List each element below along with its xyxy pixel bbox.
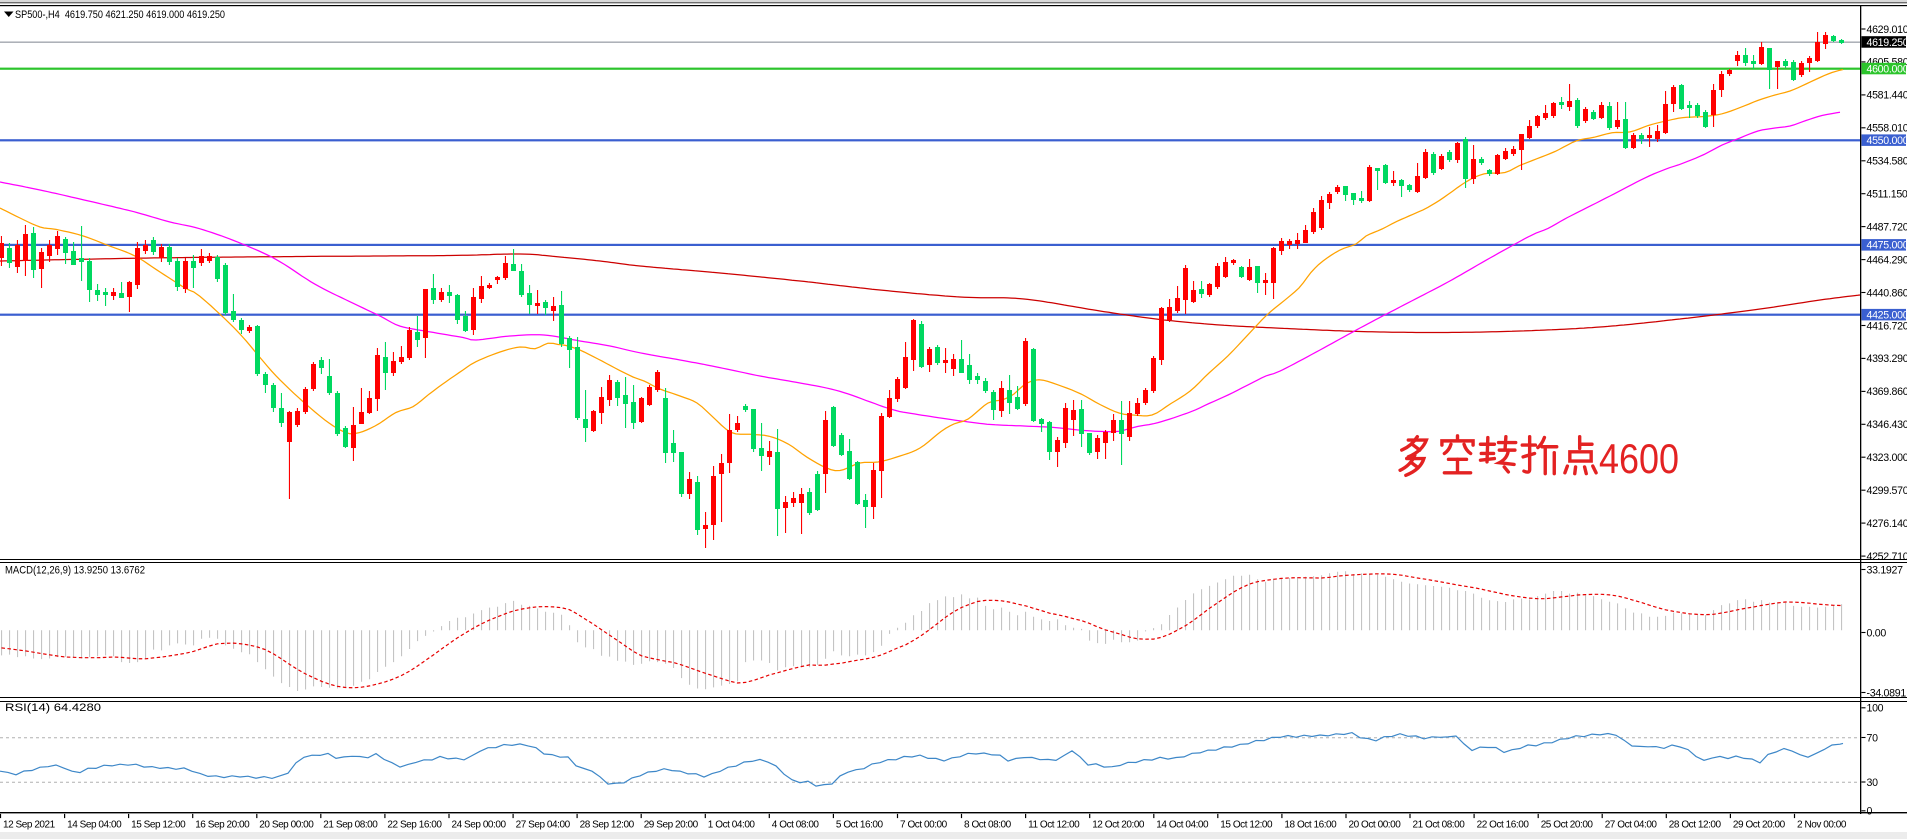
svg-text:-34.0891: -34.0891 <box>1867 687 1907 699</box>
svg-text:4276.140: 4276.140 <box>1867 518 1907 530</box>
svg-text:4299.570: 4299.570 <box>1867 485 1907 497</box>
svg-text:14 Sep 04:00: 14 Sep 04:00 <box>67 820 122 831</box>
svg-text:28 Sep 12:00: 28 Sep 12:00 <box>580 820 635 831</box>
svg-text:15 Oct 12:00: 15 Oct 12:00 <box>1220 820 1273 831</box>
svg-text:SP500-,H4 4619.750 4621.250 4: SP500-,H4 4619.750 4621.250 4619.000 461… <box>15 9 225 21</box>
svg-text:4511.150: 4511.150 <box>1867 189 1907 201</box>
svg-text:22 Sep 16:00: 22 Sep 16:00 <box>387 820 442 831</box>
svg-text:4393.290: 4393.290 <box>1867 353 1907 365</box>
svg-text:4416.720: 4416.720 <box>1867 320 1907 332</box>
svg-text:18 Oct 16:00: 18 Oct 16:00 <box>1284 820 1337 831</box>
svg-text:4464.290: 4464.290 <box>1867 254 1907 266</box>
svg-text:4581.440: 4581.440 <box>1867 90 1907 102</box>
svg-text:RSI(14) 64.4280: RSI(14) 64.4280 <box>5 702 101 714</box>
svg-text:5 Oct 16:00: 5 Oct 16:00 <box>836 820 884 831</box>
svg-text:4534.580: 4534.580 <box>1867 156 1907 168</box>
svg-text:7 Oct 00:00: 7 Oct 00:00 <box>900 820 948 831</box>
svg-text:4475.000: 4475.000 <box>1867 240 1907 252</box>
svg-text:0: 0 <box>1867 806 1873 818</box>
svg-text:20 Sep 00:00: 20 Sep 00:00 <box>259 820 314 831</box>
svg-text:16 Sep 20:00: 16 Sep 20:00 <box>195 820 250 831</box>
svg-text:4600.000: 4600.000 <box>1867 63 1907 75</box>
svg-text:21 Oct 08:00: 21 Oct 08:00 <box>1413 820 1466 831</box>
svg-text:MACD(12,26,9) 13.9250 13.6762: MACD(12,26,9) 13.9250 13.6762 <box>5 565 145 577</box>
svg-text:4600: 4600 <box>1599 435 1679 482</box>
svg-text:28 Oct 12:00: 28 Oct 12:00 <box>1669 820 1722 831</box>
svg-text:27 Oct 04:00: 27 Oct 04:00 <box>1605 820 1658 831</box>
svg-text:12 Oct 20:00: 12 Oct 20:00 <box>1092 820 1145 831</box>
svg-text:4550.000: 4550.000 <box>1867 135 1907 147</box>
svg-text:4619.250: 4619.250 <box>1867 37 1907 49</box>
svg-text:11 Oct 12:00: 11 Oct 12:00 <box>1028 820 1080 831</box>
svg-text:22 Oct 16:00: 22 Oct 16:00 <box>1477 820 1530 831</box>
svg-text:14 Oct 04:00: 14 Oct 04:00 <box>1156 820 1209 831</box>
svg-text:70: 70 <box>1867 732 1879 744</box>
svg-text:30: 30 <box>1867 777 1879 789</box>
svg-text:1 Oct 04:00: 1 Oct 04:00 <box>708 820 756 831</box>
svg-text:4 Oct 08:00: 4 Oct 08:00 <box>772 820 820 831</box>
svg-text:21 Sep 08:00: 21 Sep 08:00 <box>323 820 378 831</box>
svg-text:4558.010: 4558.010 <box>1867 123 1907 135</box>
svg-text:29 Sep 20:00: 29 Sep 20:00 <box>644 820 699 831</box>
svg-text:4369.860: 4369.860 <box>1867 386 1907 398</box>
svg-text:20 Oct 00:00: 20 Oct 00:00 <box>1349 820 1402 831</box>
svg-text:2 Nov 00:00: 2 Nov 00:00 <box>1797 820 1847 831</box>
svg-text:27 Sep 04:00: 27 Sep 04:00 <box>516 820 571 831</box>
svg-text:4425.000: 4425.000 <box>1867 309 1907 321</box>
svg-text:15 Sep 12:00: 15 Sep 12:00 <box>131 820 186 831</box>
svg-text:8 Oct 08:00: 8 Oct 08:00 <box>964 820 1012 831</box>
svg-text:4323.000: 4323.000 <box>1867 452 1907 464</box>
svg-text:4487.720: 4487.720 <box>1867 221 1907 233</box>
svg-text:33.1927: 33.1927 <box>1867 564 1904 576</box>
svg-text:4440.860: 4440.860 <box>1867 287 1907 299</box>
svg-text:4252.710: 4252.710 <box>1867 551 1907 563</box>
svg-text:100: 100 <box>1867 703 1884 715</box>
svg-text:4629.010: 4629.010 <box>1867 24 1907 36</box>
svg-text:25 Oct 20:00: 25 Oct 20:00 <box>1541 820 1594 831</box>
svg-text:4346.430: 4346.430 <box>1867 419 1907 431</box>
svg-text:29 Oct 20:00: 29 Oct 20:00 <box>1733 820 1786 831</box>
svg-text:0.00: 0.00 <box>1867 627 1887 639</box>
svg-text:24 Sep 00:00: 24 Sep 00:00 <box>452 820 507 831</box>
svg-text:12 Sep 2021: 12 Sep 2021 <box>3 820 56 831</box>
